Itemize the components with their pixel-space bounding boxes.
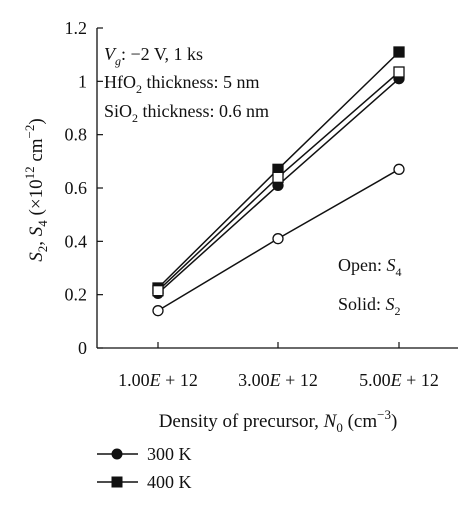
y-axis-label: S2, S4 (×1012 cm−2) bbox=[22, 118, 50, 261]
x-axis-label: Density of precursor, N0 (cm−3) bbox=[159, 407, 398, 435]
y-tick-label: 0.2 bbox=[65, 285, 88, 305]
legend-label-400k: 400 K bbox=[147, 472, 192, 492]
legend-label-300k: 300 K bbox=[147, 444, 192, 464]
point-square-solid bbox=[393, 46, 405, 58]
point-circle-open bbox=[272, 233, 284, 245]
point-square-open bbox=[152, 285, 164, 297]
legend-marker-400k bbox=[111, 476, 123, 488]
legend: 300 K 400 K bbox=[97, 444, 192, 492]
y-tick-label: 1 bbox=[78, 71, 87, 91]
annotation-conditions: Vg: −2 V, 1 ks bbox=[104, 44, 203, 68]
annotation-open: Open: S4 bbox=[338, 255, 402, 279]
x-tick-label: 5.00E + 12 bbox=[359, 370, 439, 390]
point-circle-open bbox=[152, 305, 164, 317]
plot-area: 0 0.2 0.4 0.6 0.8 1 1.2 1.00E + 12 3.00E + 12 5.0… bbox=[65, 18, 458, 390]
point-circle-open bbox=[393, 163, 405, 175]
x-tick-label: 1.00E + 12 bbox=[118, 370, 198, 390]
annotation-hfo2: HfO2 thickness: 5 nm bbox=[104, 72, 260, 96]
legend-marker-300k bbox=[111, 448, 123, 460]
annotation-sio2: SiO2 thickness: 0.6 nm bbox=[104, 101, 269, 125]
y-tick-label: 1.2 bbox=[65, 18, 88, 38]
point-square-open bbox=[272, 171, 284, 183]
point-square-open bbox=[393, 66, 405, 78]
y-tick-label: 0.4 bbox=[65, 231, 88, 251]
x-tick-label: 3.00E + 12 bbox=[238, 370, 318, 390]
y-tick-label: 0.8 bbox=[65, 125, 88, 145]
y-tick-label: 0.6 bbox=[65, 178, 88, 198]
annotation-solid: Solid: S2 bbox=[338, 294, 401, 318]
y-tick-label: 0 bbox=[78, 338, 87, 358]
